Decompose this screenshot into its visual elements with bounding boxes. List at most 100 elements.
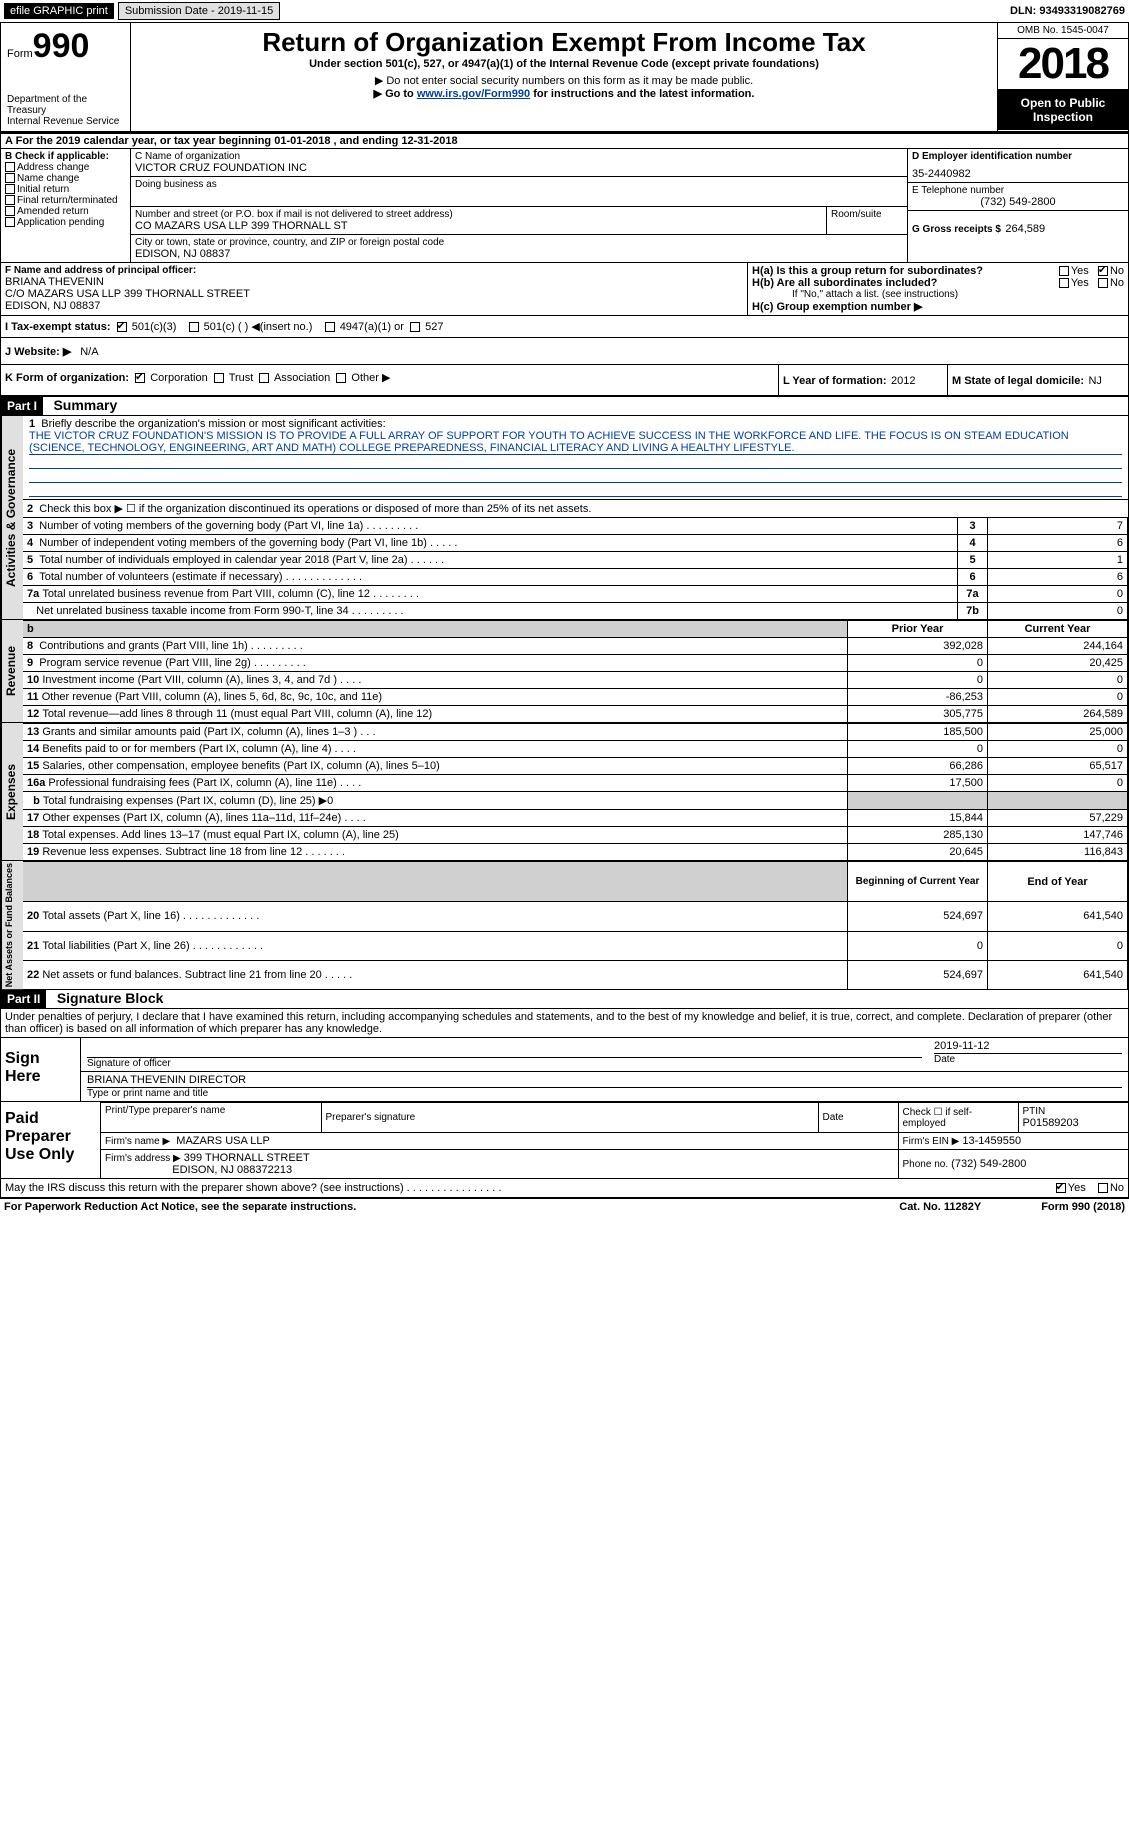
e-phone-label: E Telephone number <box>912 185 1124 196</box>
line10: Investment income (Part VIII, column (A)… <box>42 674 361 686</box>
c-addr: CO MAZARS USA LLP 399 THORNALL ST <box>135 220 822 232</box>
line1-text: THE VICTOR CRUZ FOUNDATION'S MISSION IS … <box>29 430 1122 455</box>
discuss-yes-cb[interactable] <box>1056 1183 1066 1193</box>
efile-label: efile GRAPHIC print <box>4 3 114 19</box>
ha-no-cb[interactable] <box>1098 266 1108 276</box>
line18: Total expenses. Add lines 13–17 (must eq… <box>42 829 398 841</box>
expenses-section: Expenses 13 Grants and similar amounts p… <box>0 723 1129 861</box>
sig-name-val: BRIANA THEVENIN DIRECTOR <box>87 1074 1122 1088</box>
firm-addr2: EDISON, NJ 088372213 <box>172 1164 292 1176</box>
hb-no-cb[interactable] <box>1098 278 1108 288</box>
cat-no: Cat. No. 11282Y <box>899 1201 981 1213</box>
line9: Program service revenue (Part VIII, line… <box>39 657 306 669</box>
line7a: Total unrelated business revenue from Pa… <box>42 588 419 600</box>
b-opt-5[interactable]: Application pending <box>5 217 126 228</box>
v7a: 0 <box>988 586 1128 603</box>
i-501c3-cb[interactable] <box>117 322 127 332</box>
address-block: B Check if applicable: Address change Na… <box>0 148 1129 263</box>
line19: Revenue less expenses. Subtract line 18 … <box>42 846 345 858</box>
b-opt-2[interactable]: Initial return <box>5 184 126 195</box>
v6: 6 <box>988 569 1128 586</box>
hb-label: H(b) Are all subordinates included? <box>752 277 937 289</box>
c-city: EDISON, NJ 08837 <box>135 248 903 260</box>
ha-label: H(a) Is this a group return for subordin… <box>752 265 983 277</box>
footer-row: For Paperwork Reduction Act Notice, see … <box>0 1199 1129 1215</box>
sig-officer-label: Signature of officer <box>87 1058 922 1069</box>
hb-note: If "No," attach a list. (see instruction… <box>752 289 1124 300</box>
sign-here-block: Sign Here Signature of officer 2019-11-1… <box>0 1038 1129 1102</box>
g-receipts: 264,589 <box>1005 223 1045 235</box>
b-opt-3[interactable]: Final return/terminated <box>5 195 126 206</box>
line6: Total number of volunteers (estimate if … <box>39 571 362 583</box>
line8: Contributions and grants (Part VIII, lin… <box>39 640 303 652</box>
arrow-note-2-post: for instructions and the latest informat… <box>530 88 754 100</box>
pra-notice: For Paperwork Reduction Act Notice, see … <box>4 1201 356 1213</box>
k-other-cb[interactable] <box>336 373 346 383</box>
sig-name-label: Type or print name and title <box>87 1088 1122 1099</box>
form-subtitle: Under section 501(c), 527, or 4947(a)(1)… <box>139 58 989 70</box>
i-4947-cb[interactable] <box>325 322 335 332</box>
firm-name-lbl: Firm's name ▶ <box>105 1136 170 1147</box>
line16a: Professional fundraising fees (Part IX, … <box>48 777 361 789</box>
k-l-m-row: K Form of organization: Corporation Trus… <box>0 365 1129 397</box>
omb-number: OMB No. 1545-0047 <box>998 23 1128 39</box>
dln: DLN: 93493319082769 <box>1010 5 1125 17</box>
ptin: P01589203 <box>1023 1117 1125 1129</box>
c-name: VICTOR CRUZ FOUNDATION INC <box>135 162 903 174</box>
tax-year: 2018 <box>998 39 1128 90</box>
line14: Benefits paid to or for members (Part IX… <box>42 743 356 755</box>
paid-preparer-label: Paid Preparer Use Only <box>1 1102 101 1178</box>
c-room-label: Room/suite <box>831 209 903 220</box>
pt-name-lbl: Print/Type preparer's name <box>105 1105 317 1116</box>
m-val: NJ <box>1088 375 1101 387</box>
firm-phone-lbl: Phone no. <box>903 1159 949 1170</box>
line1-label: Briefly describe the organization's miss… <box>41 418 385 430</box>
line2: Check this box ▶ ☐ if the organization d… <box>39 503 591 515</box>
j-val: N/A <box>80 346 98 358</box>
ptin-lbl: PTIN <box>1023 1106 1125 1117</box>
line20: Total assets (Part X, line 16) . . . . .… <box>42 910 259 922</box>
i-527-cb[interactable] <box>410 322 420 332</box>
l-val: 2012 <box>891 375 915 387</box>
f-addr2: EDISON, NJ 08837 <box>5 300 743 312</box>
k-assoc-cb[interactable] <box>259 373 269 383</box>
line3: Number of voting members of the governin… <box>39 520 418 532</box>
sign-here-label: Sign Here <box>1 1038 81 1101</box>
f-label: F Name and address of principal officer: <box>5 265 743 276</box>
dept-treasury: Department of the Treasury <box>7 94 124 116</box>
i-501c-cb[interactable] <box>189 322 199 332</box>
hb-yes-cb[interactable] <box>1059 278 1069 288</box>
k-trust-cb[interactable] <box>214 373 224 383</box>
sig-date: 2019-11-12 <box>934 1040 1122 1054</box>
b-opt-1[interactable]: Name change <box>5 173 126 184</box>
v7b: 0 <box>988 603 1128 620</box>
irs-label: Internal Revenue Service <box>7 116 124 127</box>
line17: Other expenses (Part IX, column (A), lin… <box>42 812 365 824</box>
firm-addr-lbl: Firm's address ▶ <box>105 1153 181 1164</box>
line22: Net assets or fund balances. Subtract li… <box>42 969 352 981</box>
irs-link[interactable]: www.irs.gov/Form990 <box>417 88 530 100</box>
k-corp-cb[interactable] <box>135 373 145 383</box>
line11: Other revenue (Part VIII, column (A), li… <box>42 691 382 703</box>
penalties-text: Under penalties of perjury, I declare th… <box>0 1009 1129 1038</box>
hc-label: H(c) Group exemption number ▶ <box>752 300 1124 313</box>
b-opt-4[interactable]: Amended return <box>5 206 126 217</box>
sig-date-label: Date <box>934 1054 1122 1065</box>
top-strip: efile GRAPHIC print Submission Date - 20… <box>0 0 1129 22</box>
discuss-label: May the IRS discuss this return with the… <box>5 1182 501 1194</box>
g-receipts-label: G Gross receipts $ <box>912 224 1001 235</box>
submission-date[interactable]: Submission Date - 2019-11-15 <box>118 2 280 20</box>
firm-phone: (732) 549-2800 <box>951 1158 1026 1170</box>
j-label: J Website: ▶ <box>5 346 71 358</box>
website-row: J Website: ▶ N/A <box>0 338 1129 365</box>
arrow-note-1: ▶ Do not enter social security numbers o… <box>139 74 989 87</box>
ha-yes-cb[interactable] <box>1059 266 1069 276</box>
pt-date-lbl: Date <box>823 1112 894 1123</box>
discuss-no-cb[interactable] <box>1098 1183 1108 1193</box>
f-addr1: C/O MAZARS USA LLP 399 THORNALL STREET <box>5 288 743 300</box>
b-header: B Check if applicable: <box>5 151 126 162</box>
b-opt-0[interactable]: Address change <box>5 162 126 173</box>
e-phone: (732) 549-2800 <box>912 196 1124 208</box>
d-ein-label: D Employer identification number <box>912 151 1124 162</box>
line7b: Net unrelated business taxable income fr… <box>36 605 403 617</box>
